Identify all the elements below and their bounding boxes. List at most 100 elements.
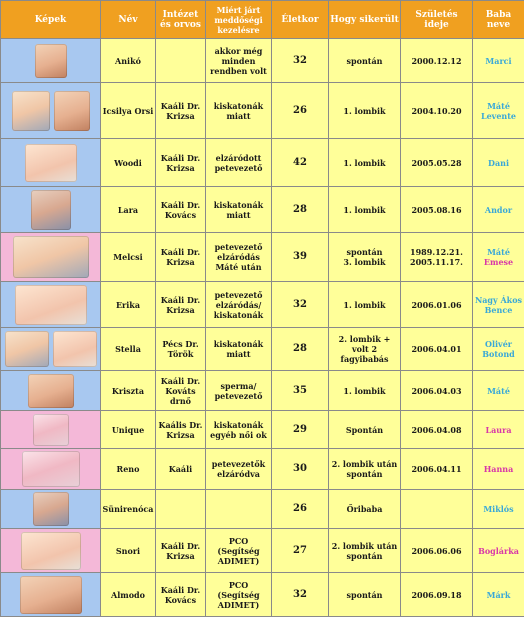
cell-eletkor: 26 [272,490,329,529]
cell-baba: Máté [473,371,524,411]
header-row: Képek Név Intézet és orvos Miért járt me… [1,1,524,39]
cell-baba: Máté Levente [473,83,524,139]
cell-nev: Lara [101,187,156,233]
cell-intezet: Kaáli Dr. Krizsa [156,83,206,139]
cell-miert: kiskatonák egyéb női ok [206,411,272,449]
cell-intezet: Kaáli [156,449,206,490]
table-row: Stella Pécs Dr. Török kiskatonák miatt 2… [1,328,524,371]
cell-hogy: 2. lombik + volt 2 fagyibabás [329,328,401,371]
cell-hogy: 1. lombik [329,83,401,139]
baby-photo [13,236,89,278]
cell-hogy: 1. lombik [329,282,401,328]
cell-hogy: spontán [329,39,401,83]
baby-photo [54,91,90,131]
cell-eletkor: 32 [272,39,329,83]
cell-baba: Marci [473,39,524,83]
cell-nev: Sünirenóca [101,490,156,529]
cell-intezet: Kaáli Dr. Krizsa [156,233,206,282]
header-nev: Név [101,1,156,39]
cell-nev: Stella [101,328,156,371]
cell-eletkor: 39 [272,233,329,282]
baby-photo [31,190,71,230]
cell-miert: PCO (Segítség ADIMET) [206,529,272,573]
cell-eletkor: 32 [272,282,329,328]
baby-photo [5,331,49,367]
cell-nev: Woodi [101,139,156,187]
cell-eletkor: 35 [272,371,329,411]
cell-baba: Andor [473,187,524,233]
cell-nev: Almodo [101,573,156,617]
cell-intezet: Kaáli Dr. Kovács [156,573,206,617]
cell-hogy: Őribaba [329,490,401,529]
cell-eletkor: 28 [272,187,329,233]
cell-miert: petevezető elzáródás/ kiskatonák [206,282,272,328]
table-row: Reno Kaáli petevezetők elzáródva 30 2. l… [1,449,524,490]
cell-eletkor: 29 [272,411,329,449]
photo-cell [1,39,101,83]
table-row: Melcsi Kaáli Dr. Krizsa petevezető elzár… [1,233,524,282]
cell-baba: Boglárka [473,529,524,573]
cell-baba: Miklós [473,490,524,529]
cell-intezet: Kaáli Dr. Krizsa [156,529,206,573]
cell-intezet: Kaáli Dr. Kováts drnő [156,371,206,411]
cell-szules: 2006.06.06 [401,529,473,573]
cell-hogy: 2. lombik után spontán [329,529,401,573]
cell-miert: kiskatonák miatt [206,83,272,139]
cell-eletkor: 27 [272,529,329,573]
cell-eletkor: 42 [272,139,329,187]
cell-miert: sperma/ petevezető [206,371,272,411]
photo-cell [1,573,101,617]
cell-hogy: 1. lombik [329,139,401,187]
header-szules: Születés ideje [401,1,473,39]
table-row: Snori Kaáli Dr. Krizsa PCO (Segítség ADI… [1,529,524,573]
cell-miert: kiskatonák miatt [206,187,272,233]
baby-photo [12,91,50,131]
cell-nev: Anikó [101,39,156,83]
cell-baba: Márk [473,573,524,617]
table-row: Lara Kaáli Dr. Kovács kiskatonák miatt 2… [1,187,524,233]
table-row: Kriszta Kaáli Dr. Kováts drnő sperma/ pe… [1,371,524,411]
cell-szules: 2000.12.12 [401,39,473,83]
header-hogy: Hogy sikerült [329,1,401,39]
cell-intezet: Kaáli Dr. Krizsa [156,282,206,328]
cell-baba: Olivér Botond [473,328,524,371]
photo-cell [1,282,101,328]
cell-hogy: spontán [329,573,401,617]
photo-cell [1,371,101,411]
cell-hogy: spontán 3. lombik [329,233,401,282]
cell-szules: 1989.12.21. 2005.11.17. [401,233,473,282]
baby-photo [22,451,80,487]
cell-nev: Snori [101,529,156,573]
cell-miert: elzáródott petevezető [206,139,272,187]
cell-hogy: Spontán [329,411,401,449]
cell-miert [206,490,272,529]
cell-szules: 2004.10.20 [401,83,473,139]
cell-baba: Nagy Ákos Bence [473,282,524,328]
header-miert: Miért járt meddőségi kezelésre [206,1,272,39]
photo-cell [1,233,101,282]
cell-szules: 2006.01.06 [401,282,473,328]
cell-hogy: 1. lombik [329,187,401,233]
cell-baba: Dani [473,139,524,187]
baby-name-boy: Máté [474,247,523,257]
header-eletkor: Életkor [272,1,329,39]
baby-photo [53,331,97,367]
table-row: Unique Kaális Dr. Krizsa kiskatonák egyé… [1,411,524,449]
baby-photo [35,44,67,78]
cell-intezet: Kaáli Dr. Krizsa [156,139,206,187]
cell-baba: Laura [473,411,524,449]
cell-miert: akkor még minden rendben volt [206,39,272,83]
photo-cell [1,139,101,187]
photo-cell [1,83,101,139]
cell-baba: Hanna [473,449,524,490]
cell-szules: 2006.04.03 [401,371,473,411]
cell-szules: 2006.04.11 [401,449,473,490]
cell-miert: petevezetők elzáródva [206,449,272,490]
photo-cell [1,411,101,449]
photo-cell [1,529,101,573]
cell-intezet: Kaális Dr. Krizsa [156,411,206,449]
table-row: Erika Kaáli Dr. Krizsa petevezető elzáró… [1,282,524,328]
cell-miert: PCO (Segítség ADIMET) [206,573,272,617]
cell-szules: 2006.04.01 [401,328,473,371]
